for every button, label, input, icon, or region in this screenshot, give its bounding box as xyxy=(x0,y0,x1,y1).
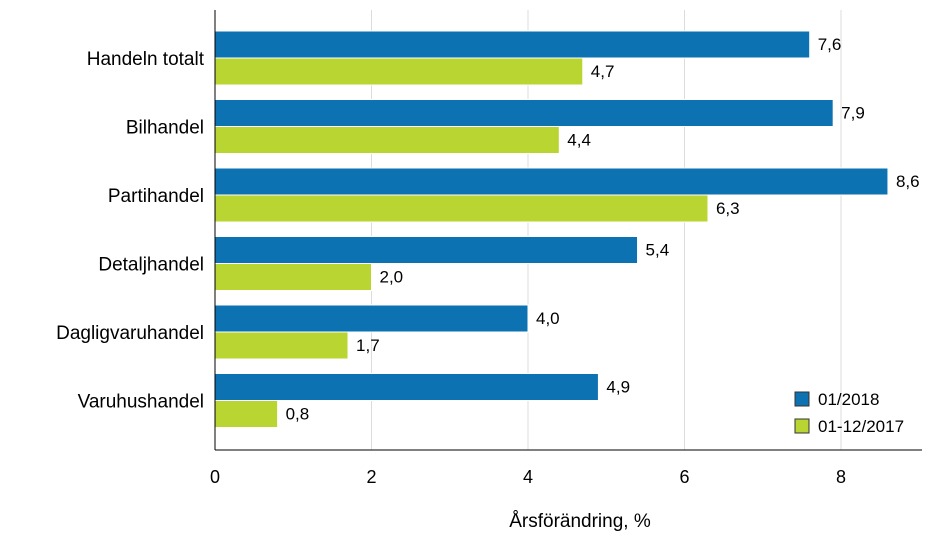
data-label: 4,0 xyxy=(536,309,560,328)
category-labels: Handeln totalt Bilhandel Partihandel Detalj… xyxy=(56,49,205,413)
data-label: 5,4 xyxy=(646,241,670,260)
legend-swatch xyxy=(794,418,810,434)
category-label: Handeln totalt xyxy=(87,49,205,70)
data-label: 8,6 xyxy=(896,172,920,191)
bars xyxy=(214,30,889,428)
bar-series2 xyxy=(214,57,584,86)
x-tick-label: 8 xyxy=(836,467,846,487)
x-tick-label: 6 xyxy=(679,467,689,487)
data-label: 0,8 xyxy=(286,405,310,424)
x-tick-label: 2 xyxy=(366,467,376,487)
data-label: 1,7 xyxy=(356,336,380,355)
data-label: 7,6 xyxy=(818,35,842,54)
bar-series1 xyxy=(214,304,529,333)
data-labels: 7,6 4,7 7,9 4,4 8,6 6,3 5,4 2,0 4,0 1,7 4,9 0,8 xyxy=(286,35,920,424)
bar-series1 xyxy=(214,373,599,401)
data-label: 2,0 xyxy=(380,268,404,287)
category-label: Bilhandel xyxy=(126,118,204,139)
category-label: Dagligvaruhandel xyxy=(56,323,204,344)
category-label: Detaljhandel xyxy=(98,255,204,276)
bar-series2 xyxy=(214,194,709,223)
x-tick-label: 0 xyxy=(210,467,220,487)
bar-series2 xyxy=(214,331,349,360)
bar-series1 xyxy=(214,30,811,59)
bar-series2 xyxy=(214,126,560,154)
data-label: 4,7 xyxy=(591,62,615,81)
category-label: Varuhushandel xyxy=(78,392,204,413)
bar-series2 xyxy=(214,400,279,428)
data-label: 7,9 xyxy=(841,104,865,123)
bar-series1 xyxy=(214,236,639,264)
bar-series1 xyxy=(214,99,834,127)
data-label: 4,4 xyxy=(567,131,591,150)
x-axis-title: Årsförändring, % xyxy=(509,511,651,532)
category-label: Partihandel xyxy=(108,186,204,207)
data-label: 6,3 xyxy=(716,199,740,218)
x-tick-labels: 0 2 4 6 8 xyxy=(210,467,846,487)
bar-series2 xyxy=(214,263,372,291)
data-label: 4,9 xyxy=(606,378,630,397)
legend-label: 01/2018 xyxy=(818,390,879,409)
legend: 01/2018 01-12/2017 xyxy=(794,390,904,436)
axes xyxy=(214,10,922,451)
legend-label: 01-12/2017 xyxy=(818,417,904,436)
bar-series1 xyxy=(214,167,889,196)
x-tick-label: 4 xyxy=(523,467,533,487)
legend-swatch xyxy=(794,391,810,407)
